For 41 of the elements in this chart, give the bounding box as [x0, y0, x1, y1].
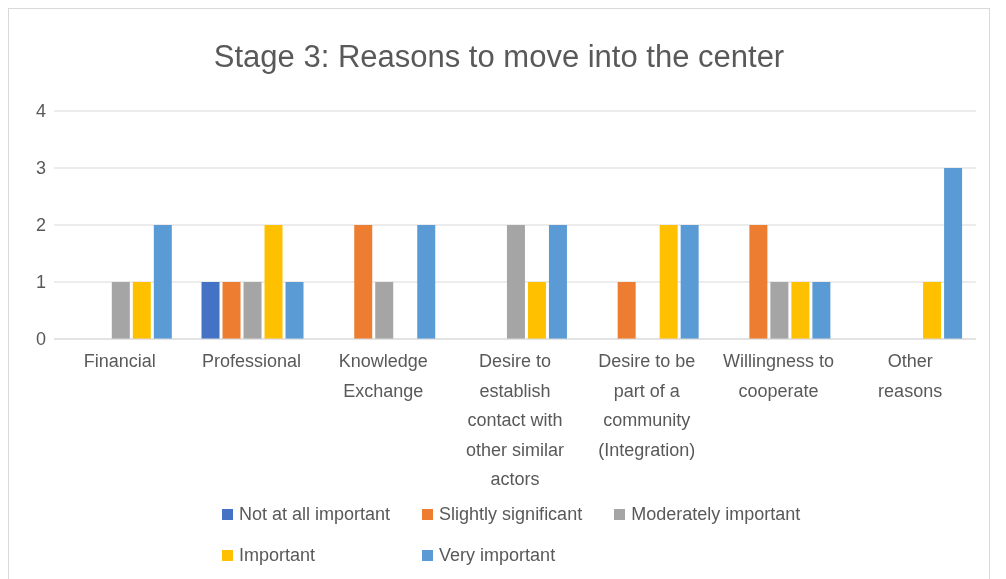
legend-label: Moderately important: [631, 504, 801, 525]
bar: [222, 282, 241, 339]
legend-label: Important: [239, 545, 316, 566]
bar: [417, 225, 436, 339]
bar: [749, 225, 768, 339]
x-tick-label: Other reasons: [878, 351, 943, 401]
legend-label: Slightly significant: [439, 504, 583, 525]
bar: [812, 282, 831, 339]
y-tick-label: 0: [35, 329, 46, 350]
bar: [923, 282, 942, 339]
bar: [243, 282, 262, 339]
bar: [659, 225, 678, 339]
x-tick-label: Desire to establish contact with other similar actors: [465, 351, 565, 489]
x-tick-label: Knowledge Exchange: [338, 351, 428, 401]
bar: [201, 282, 220, 339]
bar: [111, 282, 130, 339]
bar: [285, 282, 304, 339]
x-tick-label: Professional: [202, 351, 302, 371]
bar: [506, 225, 525, 339]
y-tick-label: 4: [35, 101, 46, 122]
x-tick-label: Willingness to cooperate: [722, 351, 834, 401]
bar: [791, 282, 810, 339]
bar: [944, 168, 963, 339]
y-tick-label: 3: [35, 158, 46, 179]
bar: [680, 225, 699, 339]
bar: [375, 282, 394, 339]
x-tick-label: Financial: [83, 351, 156, 371]
legend-label: Not at all important: [239, 504, 391, 525]
bar: [132, 282, 151, 339]
bar: [527, 282, 546, 339]
bar: [354, 225, 373, 339]
x-tick-label: Desire to be part of a community (Integration): [598, 351, 696, 460]
bar: [617, 282, 636, 339]
bar: [770, 282, 789, 339]
y-tick-label: 2: [35, 215, 46, 236]
bar: [153, 225, 172, 339]
chart-title: Stage 3: Reasons to move into the center: [212, 39, 786, 75]
y-tick-label: 1: [35, 272, 46, 293]
bar: [548, 225, 567, 339]
legend-label: Very important: [439, 545, 556, 566]
bar: [264, 225, 283, 339]
